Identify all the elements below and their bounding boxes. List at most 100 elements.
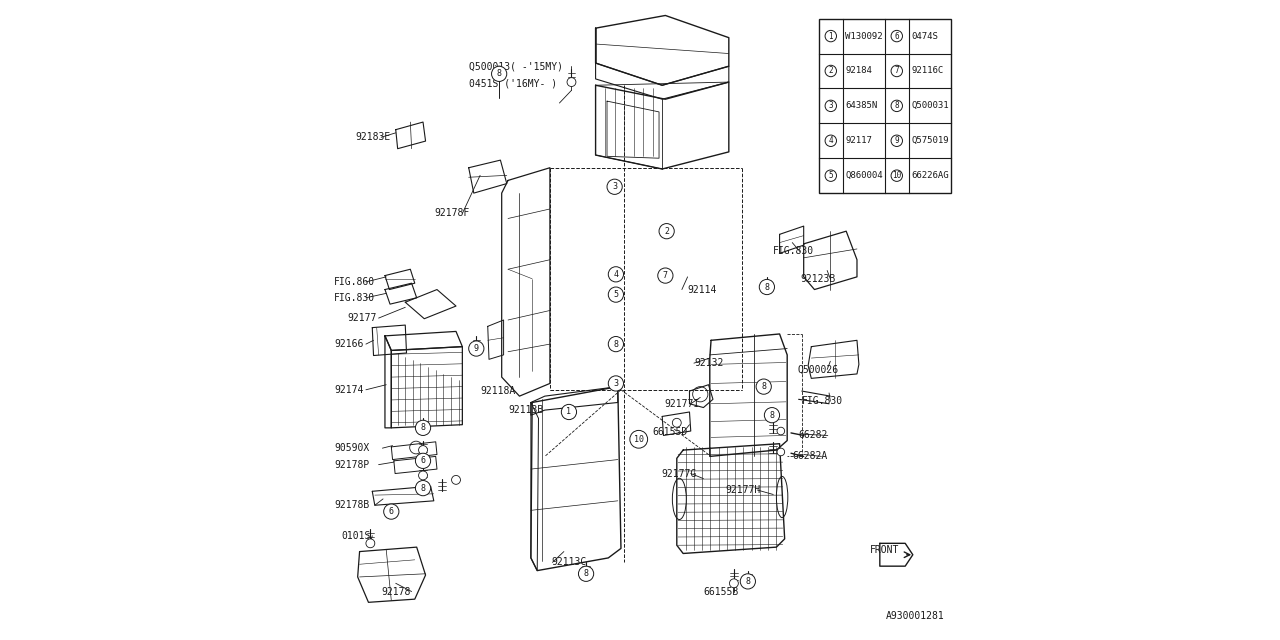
Ellipse shape	[777, 476, 787, 518]
Text: 8: 8	[421, 423, 425, 433]
Text: 2: 2	[828, 67, 833, 76]
Text: 92113B: 92113B	[508, 405, 543, 415]
Circle shape	[777, 428, 785, 435]
Text: 8: 8	[895, 101, 899, 110]
Text: 92177H: 92177H	[726, 485, 760, 495]
Text: 8: 8	[745, 577, 750, 586]
Circle shape	[730, 579, 739, 588]
Text: FRONT: FRONT	[869, 545, 899, 555]
Circle shape	[416, 481, 430, 496]
Ellipse shape	[672, 478, 686, 520]
Text: 5: 5	[828, 171, 833, 180]
Text: 10: 10	[892, 171, 901, 180]
Text: 10: 10	[634, 435, 644, 444]
Circle shape	[452, 476, 461, 484]
Text: 66155B: 66155B	[704, 586, 739, 596]
Text: 92113C: 92113C	[552, 557, 586, 567]
Circle shape	[740, 574, 755, 589]
Circle shape	[777, 448, 785, 456]
Text: 92174: 92174	[334, 385, 364, 395]
Circle shape	[607, 179, 622, 195]
Circle shape	[891, 135, 902, 147]
Text: 66282A: 66282A	[792, 451, 827, 461]
Text: 92166: 92166	[334, 339, 364, 349]
Circle shape	[608, 337, 623, 352]
Text: 0451S ('16MY- ): 0451S ('16MY- )	[468, 79, 557, 89]
Text: 66155D: 66155D	[652, 428, 687, 437]
Circle shape	[608, 376, 623, 391]
Text: Q500026: Q500026	[797, 365, 838, 374]
Text: 90590X: 90590X	[334, 443, 370, 453]
Text: 8: 8	[421, 484, 425, 493]
Text: 4: 4	[828, 136, 833, 145]
Circle shape	[891, 100, 902, 111]
Text: 66282: 66282	[799, 431, 828, 440]
Circle shape	[826, 170, 837, 181]
Circle shape	[567, 77, 576, 86]
Text: Q575019: Q575019	[911, 136, 948, 145]
Circle shape	[492, 66, 507, 81]
Circle shape	[826, 135, 837, 147]
Text: 8: 8	[762, 382, 767, 391]
Circle shape	[658, 268, 673, 284]
Text: 92178: 92178	[381, 586, 411, 596]
Text: 92132: 92132	[694, 358, 723, 368]
Text: 3: 3	[612, 182, 617, 191]
Bar	[819, 19, 951, 193]
Circle shape	[562, 404, 576, 420]
Circle shape	[579, 566, 594, 581]
Circle shape	[826, 100, 837, 111]
Text: 92117: 92117	[845, 136, 872, 145]
Circle shape	[891, 170, 902, 181]
Text: 8: 8	[584, 569, 589, 579]
Circle shape	[826, 30, 837, 42]
Circle shape	[468, 341, 484, 356]
Text: W130092: W130092	[845, 31, 883, 40]
Text: 6: 6	[421, 456, 425, 465]
Text: 1: 1	[828, 31, 833, 40]
Text: 92177: 92177	[347, 313, 376, 323]
Text: Q860004: Q860004	[845, 171, 883, 180]
Text: 5: 5	[613, 290, 618, 299]
Circle shape	[494, 66, 504, 76]
Text: FIG.830: FIG.830	[773, 246, 814, 257]
Text: A930001281: A930001281	[886, 611, 945, 621]
Circle shape	[764, 408, 780, 423]
Text: 92178B: 92178B	[334, 500, 370, 510]
Circle shape	[608, 267, 623, 282]
Text: 3: 3	[613, 379, 618, 388]
Circle shape	[581, 571, 590, 579]
Circle shape	[744, 579, 753, 588]
Text: 92177I: 92177I	[664, 399, 699, 409]
Circle shape	[659, 223, 675, 239]
Text: 66226AG: 66226AG	[911, 171, 948, 180]
Text: 0101S: 0101S	[342, 531, 371, 541]
Text: 92114: 92114	[687, 285, 717, 294]
Circle shape	[419, 424, 428, 432]
Text: 9: 9	[474, 344, 479, 353]
Text: Q500031: Q500031	[911, 101, 948, 110]
Text: 0474S: 0474S	[911, 31, 938, 40]
Circle shape	[672, 419, 681, 428]
Circle shape	[384, 504, 399, 519]
Text: 92116C: 92116C	[911, 67, 943, 76]
Text: FIG.860: FIG.860	[334, 277, 375, 287]
Text: 7: 7	[663, 271, 668, 280]
Circle shape	[419, 471, 428, 480]
Circle shape	[891, 65, 902, 77]
Circle shape	[756, 379, 772, 394]
Text: 92118A: 92118A	[480, 386, 516, 396]
Text: 4: 4	[613, 270, 618, 279]
Circle shape	[416, 453, 430, 468]
Text: 8: 8	[497, 69, 502, 78]
Text: 92123B: 92123B	[800, 274, 835, 284]
Circle shape	[419, 445, 428, 454]
Text: FIG.830: FIG.830	[801, 396, 844, 406]
Circle shape	[608, 287, 623, 302]
Text: 3: 3	[828, 101, 833, 110]
Circle shape	[826, 65, 837, 77]
Circle shape	[410, 441, 422, 454]
Text: 92178F: 92178F	[434, 209, 470, 218]
Text: 8: 8	[764, 282, 769, 291]
Text: 92184: 92184	[845, 67, 872, 76]
